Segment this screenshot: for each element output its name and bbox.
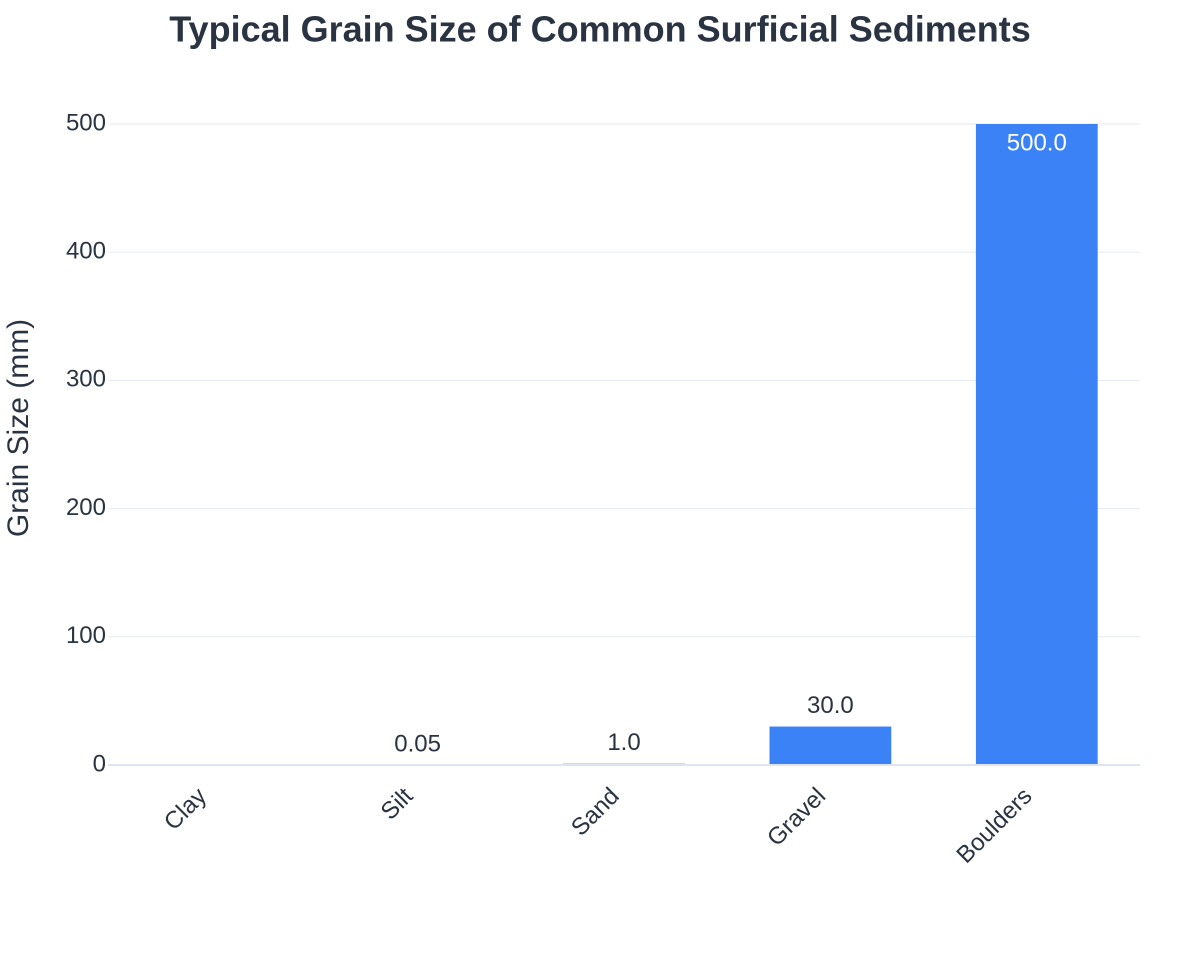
x-tick-label: Silt: [376, 782, 419, 825]
y-tick-label: 300: [66, 366, 106, 393]
value-label: 500.0: [1007, 129, 1067, 156]
y-tick-label: 100: [66, 622, 106, 649]
x-tick-label: Clay: [159, 783, 212, 836]
value-label: 30.0: [807, 692, 854, 719]
x-tick-label: Gravel: [762, 783, 831, 852]
y-tick-label: 0: [93, 750, 106, 777]
x-tick-label: Boulders: [951, 783, 1037, 869]
value-label: 1.0: [607, 729, 640, 756]
bar: [976, 124, 1098, 765]
y-tick-label: 400: [66, 238, 106, 265]
y-tick-label: 500: [66, 109, 106, 136]
x-tick-label: Sand: [566, 783, 625, 842]
value-label: 0.05: [394, 730, 441, 757]
chart-title: Typical Grain Size of Common Surficial S…: [169, 9, 1031, 50]
y-axis-label: Grain Size (mm): [2, 319, 35, 537]
y-tick-label: 200: [66, 494, 106, 521]
bar: [770, 727, 892, 765]
